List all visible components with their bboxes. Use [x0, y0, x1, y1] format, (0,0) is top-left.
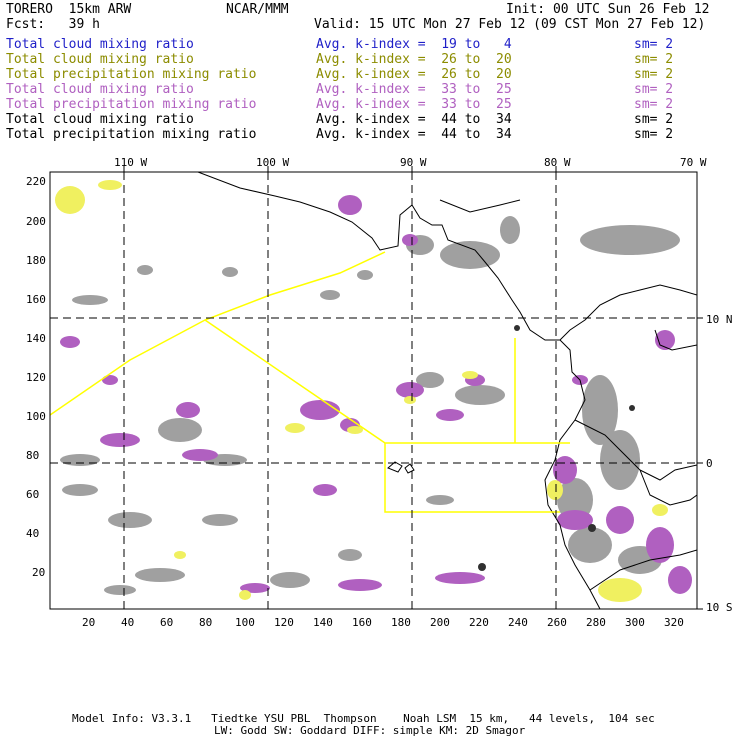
legend-row: Total cloud mixing ratio Avg. k-index = … — [6, 112, 673, 187]
forecast-map: 110 W 100 W 90 W 80 W 70 W 10 N 0 10 S 2… — [26, 156, 733, 629]
x-tick-label: 20 — [82, 616, 95, 629]
x-tick-label: 160 — [352, 616, 372, 629]
y-tick-label: 60 — [26, 488, 39, 501]
forecast-hour: Fcst: 39 h — [6, 17, 100, 32]
model-title: TORERO 15km ARW — [6, 2, 132, 17]
legend-kindex: Avg. k-index = 44 to 34 — [316, 112, 512, 127]
y-axis-ticks: 220 200 180 160 140 120 100 80 60 40 20 — [26, 175, 46, 579]
y-tick-label: 100 — [26, 410, 46, 423]
legend-smoothing: sm= 2 — [634, 127, 674, 142]
y-tick-label: 160 — [26, 293, 46, 306]
legend-field-name: Total precipitation mixing ratio — [6, 97, 257, 112]
valid-time: Valid: 15 UTC Mon 27 Feb 12 (09 CST Mon … — [314, 17, 706, 32]
x-tick-label: 220 — [469, 616, 489, 629]
legend-field-name: Total cloud mixing ratio — [6, 52, 194, 67]
legend-field-name: Total cloud mixing ratio — [6, 37, 194, 52]
x-tick-label: 100 — [235, 616, 255, 629]
legend-smoothing: sm= 2 — [634, 112, 674, 127]
y-tick-label: 120 — [26, 371, 46, 384]
legend-row: Total cloud mixing ratio Avg. k-index = … — [6, 52, 673, 127]
precip-moderate-field — [60, 195, 692, 594]
longitude-labels: 110 W 100 W 90 W 80 W 70 W — [114, 156, 707, 169]
legend-row: Total precipitation mixing ratio Avg. k-… — [6, 67, 673, 142]
lon-label: 110 W — [114, 156, 147, 169]
lon-label: 70 W — [680, 156, 707, 169]
center-name: NCAR/MMM — [226, 2, 289, 17]
y-tick-label: 20 — [32, 566, 45, 579]
x-tick-label: 40 — [121, 616, 134, 629]
model-physics: LW: Godd SW: Goddard DIFF: simple KM: 2D… — [214, 724, 526, 737]
x-tick-label: 60 — [160, 616, 173, 629]
legend-row: Total cloud mixing ratio Avg. k-index = … — [6, 82, 673, 157]
y-tick-label: 180 — [26, 254, 46, 267]
legend-kindex: Avg. k-index = 19 to 4 — [316, 37, 512, 52]
legend-field-name: Total precipitation mixing ratio — [6, 127, 257, 142]
legend-row: Total precipitation mixing ratio Avg. k-… — [6, 97, 673, 172]
lat-label: 10 N — [706, 313, 733, 326]
x-tick-label: 300 — [625, 616, 645, 629]
x-tick-label: 260 — [547, 616, 567, 629]
legend-kindex: Avg. k-index = 33 to 25 — [316, 82, 512, 97]
y-tick-label: 140 — [26, 332, 46, 345]
x-tick-label: 240 — [508, 616, 528, 629]
precip-light-field — [55, 180, 668, 602]
frame-ticks — [123, 166, 703, 610]
legend-smoothing: sm= 2 — [634, 37, 674, 52]
x-tick-label: 320 — [664, 616, 684, 629]
legend-kindex: Avg. k-index = 26 to 20 — [316, 67, 512, 82]
x-tick-label: 80 — [199, 616, 212, 629]
lat-label: 10 S — [706, 601, 733, 614]
legend-kindex: Avg. k-index = 44 to 34 — [316, 127, 512, 142]
graticule — [50, 172, 697, 609]
lat-label: 0 — [706, 457, 713, 470]
plot-frame — [49, 171, 698, 610]
legend-row: Total cloud mixing ratio Avg. k-index = … — [6, 37, 673, 112]
y-tick-label: 220 — [26, 175, 46, 188]
lon-label: 90 W — [400, 156, 427, 169]
x-tick-label: 200 — [430, 616, 450, 629]
legend-smoothing: sm= 2 — [634, 67, 674, 82]
lon-label: 100 W — [256, 156, 289, 169]
legend-smoothing: sm= 2 — [634, 52, 674, 67]
init-time: Init: 00 UTC Sun 26 Feb 12 — [506, 2, 710, 17]
x-axis-ticks: 20 40 60 80 100 120 140 160 180 200 220 … — [82, 616, 684, 629]
latitude-labels: 10 N 0 10 S — [706, 313, 733, 614]
legend-kindex: Avg. k-index = 26 to 20 — [316, 52, 512, 67]
cloud-field — [60, 216, 680, 595]
legend-field-name: Total precipitation mixing ratio — [6, 67, 257, 82]
model-info: Model Info: V3.3.1 Tiedtke YSU PBL Thomp… — [72, 712, 655, 725]
legend-smoothing: sm= 2 — [634, 82, 674, 97]
x-tick-label: 140 — [313, 616, 333, 629]
legend-smoothing: sm= 2 — [634, 97, 674, 112]
y-tick-label: 200 — [26, 215, 46, 228]
cloud-core-field — [478, 325, 635, 571]
y-tick-label: 40 — [26, 527, 39, 540]
y-tick-label: 80 — [26, 449, 39, 462]
region-boundaries — [50, 251, 570, 513]
legend-field-name: Total cloud mixing ratio — [6, 112, 194, 127]
legend-field-name: Total cloud mixing ratio — [6, 82, 194, 97]
legend-kindex: Avg. k-index = 33 to 25 — [316, 97, 512, 112]
x-tick-label: 120 — [274, 616, 294, 629]
x-tick-label: 280 — [586, 616, 606, 629]
coastlines — [197, 172, 697, 609]
lon-label: 80 W — [544, 156, 571, 169]
legend-row: Total precipitation mixing ratio Avg. k-… — [6, 127, 673, 202]
x-tick-label: 180 — [391, 616, 411, 629]
